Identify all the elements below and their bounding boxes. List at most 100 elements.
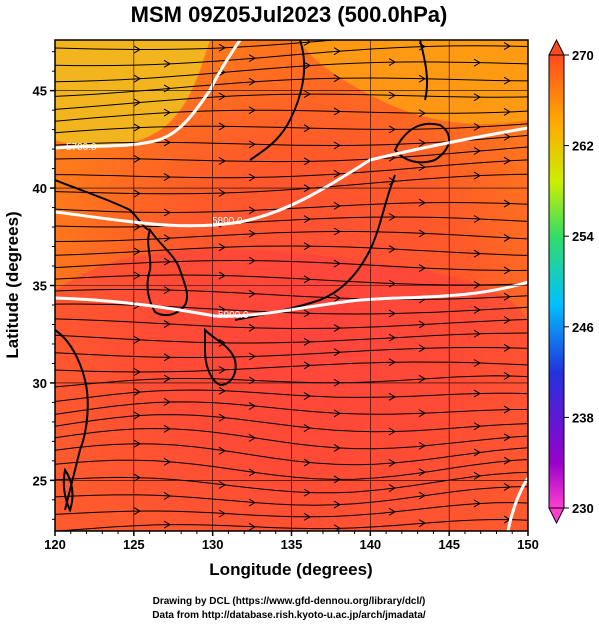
streamline-arrow xyxy=(474,27,480,34)
streamline-arrow xyxy=(163,398,171,406)
streamline xyxy=(55,93,528,110)
streamline xyxy=(55,77,528,97)
streamline-arrow xyxy=(473,329,481,338)
streamline-arrow xyxy=(303,124,311,133)
streamline-arrow xyxy=(418,491,426,500)
streamline-arrow xyxy=(418,74,426,83)
streamline-arrow xyxy=(218,509,226,518)
streamline-arrow xyxy=(303,157,311,166)
streamline xyxy=(55,389,528,402)
streamline-arrow xyxy=(133,123,141,132)
streamline-arrow xyxy=(218,271,226,280)
cool-region-north xyxy=(300,40,528,124)
y-axis-label: Latitude (degrees) xyxy=(3,211,22,358)
streamline xyxy=(55,289,528,301)
streamline xyxy=(55,173,528,195)
streamline-arrow xyxy=(248,77,256,86)
contour-label-5800: 5800.0 xyxy=(212,216,243,227)
y-tick-label: 30 xyxy=(33,376,47,391)
streamline xyxy=(55,123,528,134)
streamline-arrow xyxy=(133,74,141,83)
streamline-arrow xyxy=(473,471,481,480)
streamline-arrow xyxy=(218,338,226,347)
streamline-arrow xyxy=(218,305,226,314)
coastline-korea xyxy=(146,227,189,317)
streamline xyxy=(55,61,528,83)
streamline-arrow xyxy=(388,213,396,221)
streamline-arrow xyxy=(333,409,341,418)
streamline-arrow xyxy=(303,458,311,467)
streamline-arrow xyxy=(503,316,511,325)
streamline-arrow xyxy=(163,424,171,433)
colorbar-bottom-arrow xyxy=(548,507,565,525)
y-tick-label: 25 xyxy=(33,473,47,488)
streamline-arrow xyxy=(133,411,141,420)
streamline-arrow xyxy=(418,109,426,118)
x-tick-label: 150 xyxy=(517,537,539,552)
contour-label-5700: 5700.0 xyxy=(66,142,97,153)
streamline xyxy=(55,274,528,286)
x-axis: 120 125 130 135 140 145 150 xyxy=(44,531,539,552)
streamline-arrow xyxy=(163,59,171,68)
coastline-russia xyxy=(249,40,306,161)
streamline-arrow xyxy=(303,90,311,99)
streamline-arrow xyxy=(418,163,426,172)
streamline-arrow xyxy=(503,456,511,465)
streamline-arrow xyxy=(333,348,341,357)
streamline-arrow xyxy=(133,388,141,396)
streamline-arrow xyxy=(418,139,426,147)
streamline-arrow xyxy=(218,92,226,101)
streamline-arrow xyxy=(418,468,426,477)
streamline-arrow xyxy=(303,424,311,432)
x-tick-label: 145 xyxy=(438,537,460,552)
colorbar-tick-label: 262 xyxy=(572,139,594,154)
streamline-arrow xyxy=(303,337,311,346)
streamline-arrow xyxy=(133,154,141,163)
streamline-arrow xyxy=(303,309,311,318)
colorbar-tick-label: 238 xyxy=(572,410,594,425)
streamline-arrow xyxy=(163,353,171,362)
streamline-arrow xyxy=(303,215,311,224)
streamline-arrow xyxy=(333,107,341,116)
contour-5900-southeast xyxy=(506,477,528,531)
streamline xyxy=(55,427,528,450)
streamline-arrow xyxy=(473,499,481,508)
streamline-arrow xyxy=(388,125,396,134)
streamline xyxy=(55,159,528,179)
streamline xyxy=(55,361,528,373)
x-tick-label: 135 xyxy=(281,537,303,552)
streamline-arrow xyxy=(473,171,481,180)
streamline-arrow xyxy=(218,413,226,422)
streamline-arrow xyxy=(333,444,341,452)
credit-data: Data from http://database.rish.kyoto-u.a… xyxy=(152,610,426,621)
streamline-arrow xyxy=(333,259,341,268)
streamline-arrow xyxy=(218,480,226,489)
colorbar-tick-label: 230 xyxy=(572,501,594,516)
streamline-arrow xyxy=(388,333,396,342)
streamline xyxy=(55,471,528,494)
streamline-arrow xyxy=(303,61,311,70)
streamline-arrow xyxy=(163,286,171,295)
streamline-arrow xyxy=(303,512,311,521)
streamline-arrow xyxy=(388,392,396,401)
streamline xyxy=(55,459,528,480)
streamline-arrow xyxy=(333,324,341,332)
colorbar-tick-label: 246 xyxy=(572,320,594,335)
streamline-arrow xyxy=(248,468,256,477)
streamline xyxy=(55,414,528,433)
streamline xyxy=(55,346,528,359)
streamline-arrow xyxy=(133,335,141,344)
streamline-arrow xyxy=(503,42,511,51)
streamline-arrow xyxy=(163,520,171,529)
streamline-arrow xyxy=(388,279,396,288)
streamline-arrow xyxy=(418,519,426,528)
streamline xyxy=(55,45,528,67)
streamline-arrow xyxy=(418,229,426,238)
cool-region-northwest xyxy=(55,40,210,147)
streamline-arrow xyxy=(163,208,171,217)
streamline-arrow xyxy=(133,507,141,515)
streamline-arrow xyxy=(248,229,256,238)
streamline-arrow xyxy=(333,74,341,83)
streamline-arrow xyxy=(473,93,481,102)
streamline-arrow xyxy=(418,374,426,383)
